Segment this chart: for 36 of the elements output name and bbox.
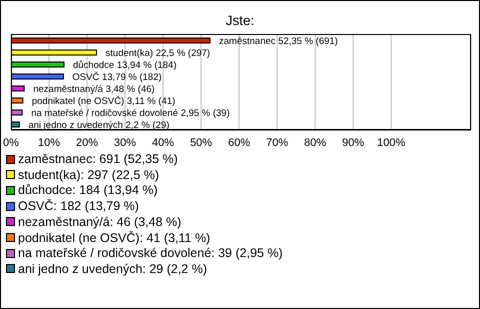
x-tick-label: 50% <box>190 136 212 149</box>
text: důchodce: 184 (13,94 %) <box>18 183 158 198</box>
text: student(ka): 297 (22,5 %) <box>18 168 160 182</box>
chart-title: Jste: <box>224 13 256 28</box>
bar <box>11 38 211 44</box>
bar <box>11 98 24 104</box>
x-tick-label: 0% <box>3 136 20 149</box>
text: podnikatel (ne OSVČ): 41 (3,11 %) <box>18 230 210 244</box>
x-tick-label: 80% <box>304 136 326 149</box>
x-tick-label: 60% <box>228 136 250 149</box>
x-tick-label: 40% <box>152 136 174 149</box>
data-label: důchodce 13,94 % (184) <box>72 60 177 71</box>
data-label: OSVČ 13,79 % (182) <box>72 71 162 83</box>
text: na mateřské / rodičovské dovolené: 39 (2,95 %) <box>18 246 283 260</box>
x-tick-label: 10% <box>38 136 60 149</box>
x-tick-label: 30% <box>114 136 136 149</box>
data-label: podnikatel (ne OSVČ) 3,11 % (41) <box>32 95 176 107</box>
data-label: na mateřské / rodičovské dovolené 2,95 % (39) <box>31 108 230 119</box>
text: ani jedno z uvedených: 29 (2,2 %) <box>18 262 208 276</box>
bar <box>11 110 23 116</box>
x-tick-label: 20% <box>76 136 98 149</box>
data-label: student(ka) 22,5 % (297) <box>106 48 210 59</box>
x-tick-label: 90% <box>342 136 364 149</box>
bar <box>11 62 64 68</box>
text: OSVČ: 182 (13,79 %) <box>18 199 139 214</box>
data-label: nezaměstnaný/á 3,48 % (46) <box>33 84 155 95</box>
x-tick-label: 100% <box>377 136 406 149</box>
bar <box>11 50 98 56</box>
bar <box>11 122 20 128</box>
x-tick-label: 70% <box>266 136 288 149</box>
bar <box>11 86 25 92</box>
bar <box>11 74 64 80</box>
text: nezaměstnaný/á: 46 (3,48 %) <box>18 214 182 229</box>
text: zaměstnanec: 691 (52,35 %) <box>18 152 178 166</box>
data-label: ani jedno z uvedených 2,2 % (29) <box>28 120 170 131</box>
data-label: zaměstnanec 52,35 % (691) <box>219 36 338 47</box>
